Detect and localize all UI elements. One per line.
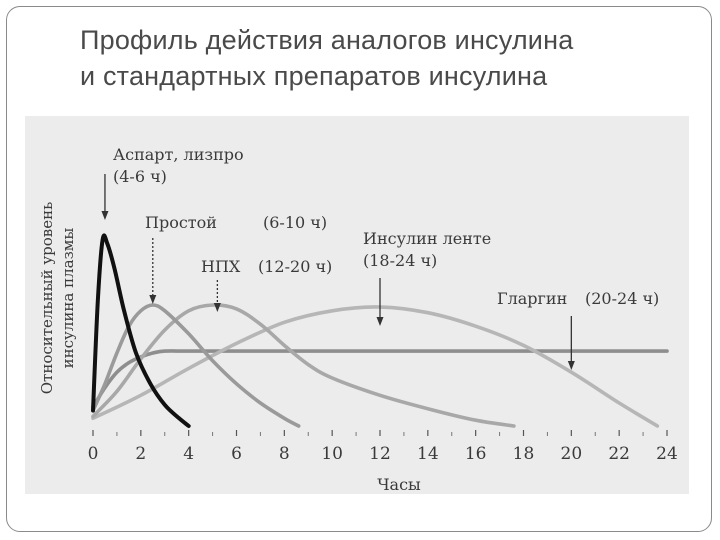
slide-title-line-2: и стандартных препаратов инсулина: [80, 61, 548, 91]
x-axis-label: Часы: [377, 475, 421, 494]
x-tick-label: 0: [88, 444, 99, 464]
annotation-name-lente: Инсулин ленте: [363, 229, 491, 248]
annotation-arrowhead-glargine: [567, 361, 575, 370]
insulin-profile-chart: Относительный уровень инсулина плазмы Ча…: [25, 116, 689, 494]
x-tick-label: 20: [561, 444, 583, 464]
x-tick-label: 24: [656, 444, 678, 464]
x-tick-label: 2: [135, 444, 146, 464]
series-line-nph: [91, 303, 516, 428]
annotation-duration-nph: (12-20 ч): [258, 257, 332, 276]
y-axis-label: Относительный уровень инсулина плазмы: [38, 202, 77, 395]
annotation-duration-regular: (6-10 ч): [263, 213, 327, 232]
x-tick-label: 16: [465, 444, 487, 464]
chart-canvas: Относительный уровень инсулина плазмы Ча…: [38, 145, 678, 494]
x-axis: 0 2 4 6 8 10 12 14 16 18 20 22 24: [88, 430, 678, 464]
x-tick-label: 10: [321, 444, 343, 464]
annotation-duration-aspart-lispro: (4-6 ч): [113, 167, 167, 186]
annotation-duration-lente: (18-24 ч): [363, 251, 437, 270]
series-line-aspart-lispro: [91, 233, 191, 428]
annotation-arrowhead-lente: [376, 317, 384, 326]
annotation-name-regular: Простой: [145, 213, 217, 232]
x-tick-label: 22: [608, 444, 630, 464]
x-tick-label: 6: [231, 444, 242, 464]
slide-frame: [6, 6, 712, 532]
y-axis-label-line-2: инсулина плазмы: [59, 228, 77, 369]
annotation-name-aspart-lispro: Аспарт, лизпро: [113, 145, 244, 164]
annotations-group: Аспарт, лизпро (4-6 ч) Простой (6-10 ч) НПХ (…: [101, 145, 659, 370]
annotation-arrowhead-aspart-lispro: [101, 211, 109, 220]
x-tick-label: 12: [369, 444, 391, 464]
annotation-name-glargine: Гларгин: [497, 289, 567, 308]
x-tick-label: 8: [279, 444, 290, 464]
slide-title: Профиль действия аналогов инсулина и ста…: [80, 22, 700, 94]
series-line-regular: [91, 303, 301, 428]
x-tick-label: 14: [417, 444, 439, 464]
annotation-arrowhead-regular: [149, 295, 157, 304]
slide-title-line-1: Профиль действия аналогов инсулина: [80, 25, 574, 55]
annotation-duration-glargine: (20-24 ч): [585, 289, 659, 308]
x-tick-label: 18: [513, 444, 535, 464]
annotation-arrowhead-nph: [213, 303, 221, 312]
annotation-name-nph: НПХ: [201, 257, 241, 276]
curves-group: [91, 233, 669, 428]
series-line-glargine: [91, 349, 669, 409]
y-axis-label-line-1: Относительный уровень: [38, 202, 56, 395]
x-tick-label: 4: [183, 444, 194, 464]
